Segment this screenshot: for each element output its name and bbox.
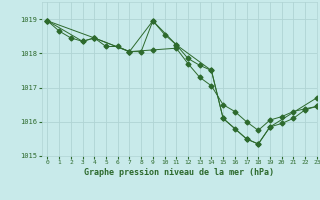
X-axis label: Graphe pression niveau de la mer (hPa): Graphe pression niveau de la mer (hPa) [84, 168, 274, 177]
